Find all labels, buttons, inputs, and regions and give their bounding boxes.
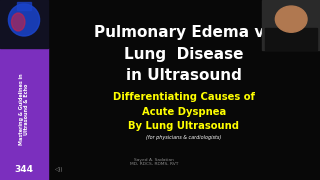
Text: ◁)): ◁)) — [54, 168, 62, 172]
Text: Pulmonary Edema vs: Pulmonary Edema vs — [94, 24, 274, 39]
Ellipse shape — [12, 13, 25, 31]
Text: Differentiating Causes of: Differentiating Causes of — [113, 92, 255, 102]
Text: 344: 344 — [14, 165, 34, 174]
Bar — [17, 2, 31, 10]
Text: By Lung Ultrasound: By Lung Ultrasound — [129, 121, 239, 131]
Text: Sayed A. Sadatian
MD, RDCS, RDMS, RVT: Sayed A. Sadatian MD, RDCS, RDMS, RVT — [130, 158, 178, 166]
Bar — [265, 28, 317, 50]
Bar — [262, 0, 320, 50]
Ellipse shape — [275, 6, 307, 32]
Bar — [0, 0, 48, 48]
Text: in Ultrasound: in Ultrasound — [126, 69, 242, 84]
Ellipse shape — [8, 4, 40, 36]
Text: Acute Dyspnea: Acute Dyspnea — [142, 107, 226, 117]
Text: (for physicians & cardiologists): (for physicians & cardiologists) — [146, 134, 222, 140]
Bar — [0, 48, 48, 180]
Text: Mastering & Guidelines in
Ultrasound & Echo: Mastering & Guidelines in Ultrasound & E… — [19, 73, 29, 145]
Text: Lung  Disease: Lung Disease — [124, 46, 244, 62]
